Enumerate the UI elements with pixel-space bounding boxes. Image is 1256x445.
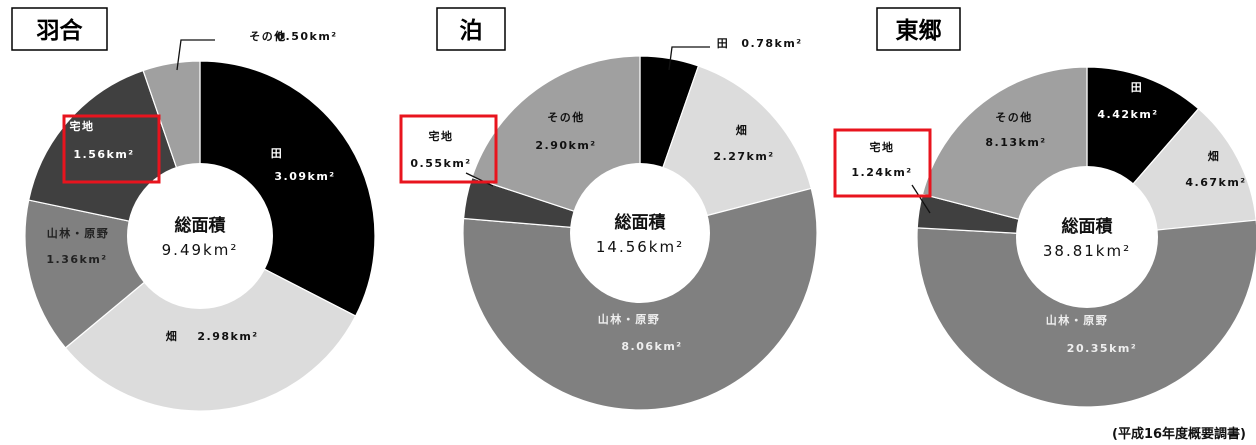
center-total-value: 9.49km²	[162, 241, 239, 259]
pie-slice-2	[64, 235, 357, 412]
pie-slice-3	[916, 219, 1256, 408]
center-total-value: 14.56km²	[596, 238, 684, 256]
slice-label: 山林・原野	[47, 226, 110, 240]
slice-label: 田	[271, 147, 284, 160]
leader-line	[668, 46, 710, 71]
slice-value-label: 1.56km²	[73, 148, 134, 161]
donut-hole	[1016, 166, 1158, 308]
slice-value-label: 0.55km²	[410, 157, 471, 170]
slice-label: 山林・原野	[598, 312, 661, 326]
slice-label: 宅地	[870, 140, 895, 154]
slice-label: 宅地	[70, 119, 95, 133]
chart-title: 東郷	[896, 18, 942, 44]
slice-label: 畑	[736, 124, 749, 137]
highlight-box	[833, 128, 932, 198]
highlight-box	[399, 114, 498, 184]
slice-value-label: 2.27km²	[713, 150, 774, 163]
slice-value-label: 2.98km²	[197, 330, 258, 343]
leader-line	[465, 172, 494, 187]
slice-value-label: 20.35km²	[1067, 342, 1137, 355]
chart-title-box	[436, 7, 506, 51]
slice-label: その他	[995, 110, 1033, 124]
slice-label: 畑	[166, 330, 179, 343]
donut-hole	[127, 163, 273, 309]
slice-value-label: 8.13km²	[985, 136, 1046, 149]
slice-label: 畑	[1208, 150, 1221, 163]
leader-line	[911, 184, 931, 214]
center-total-label: 総面積	[615, 212, 667, 233]
slice-label: 田	[717, 37, 730, 50]
slice-value-label: 0.78km²	[741, 37, 802, 50]
source-note: (平成16年度概要調書)	[1112, 426, 1246, 442]
slice-value-label: 0.50km²	[276, 30, 337, 43]
slice-value-label: 1.36km²	[46, 253, 107, 266]
chart-title-box	[876, 7, 961, 51]
slice-label: 山林・原野	[1046, 313, 1109, 327]
leader-line	[176, 39, 215, 71]
center-total-label: 総面積	[1062, 216, 1114, 237]
slice-value-label: 4.67km²	[1185, 176, 1246, 189]
donut-hole	[570, 163, 710, 303]
slice-label: 宅地	[429, 129, 454, 143]
slice-label: 田	[1131, 81, 1144, 94]
highlight-box	[62, 114, 161, 184]
slice-value-label: 2.90km²	[535, 139, 596, 152]
slice-value-label: 3.09km²	[274, 170, 335, 183]
slice-value-label: 4.42km²	[1097, 108, 1158, 121]
chart-title-box	[11, 7, 108, 51]
slice-label: その他	[249, 29, 287, 43]
slice-label: その他	[547, 110, 585, 124]
slice-value-label: 8.06km²	[621, 340, 682, 353]
slice-value-label: 1.24km²	[851, 166, 912, 179]
center-total-value: 38.81km²	[1043, 242, 1131, 260]
chart-title: 羽合	[37, 17, 84, 44]
chart-title: 泊	[460, 18, 483, 44]
center-total-label: 総面積	[175, 215, 227, 236]
